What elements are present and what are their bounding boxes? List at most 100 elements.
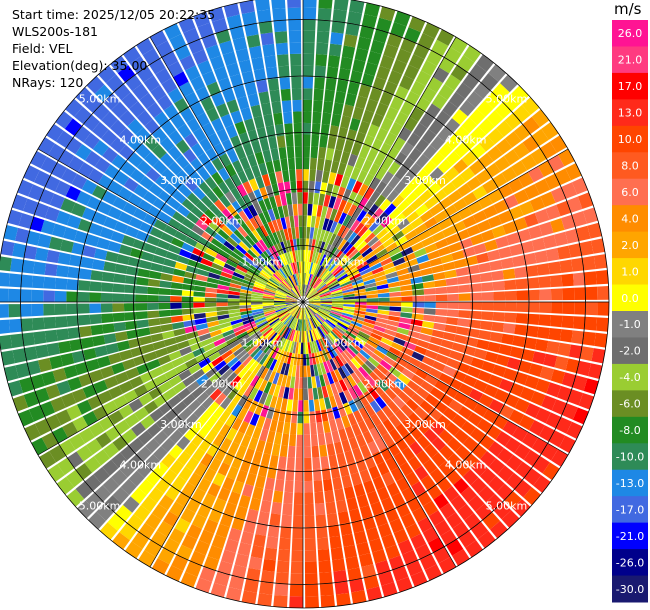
ray-gate (274, 583, 289, 597)
ray-gate (297, 423, 303, 435)
ray-gate (220, 349, 233, 360)
ray-gate (281, 281, 291, 291)
ray-gate (373, 152, 386, 167)
ray-gate (463, 45, 482, 63)
ray-gate (343, 402, 353, 416)
ray-gate (310, 422, 317, 435)
colorbar-tick-label: -10.0 (616, 451, 644, 464)
ray-gate (239, 302, 251, 306)
ray-gate (480, 320, 493, 331)
ray-gate (466, 224, 481, 237)
ray-gate (184, 178, 198, 192)
ray-gate (377, 379, 389, 392)
ray-gate (153, 445, 168, 461)
ray-gate (94, 345, 108, 358)
ray-gate (284, 340, 291, 352)
ray-gate (112, 196, 128, 211)
ray-gate (556, 417, 573, 434)
ray-gate (323, 478, 333, 492)
ray-gate (501, 510, 520, 528)
ray-gate (519, 386, 535, 402)
ray-gate (396, 576, 413, 593)
ray-gate (357, 420, 369, 434)
ray-gate (288, 276, 295, 287)
ray-gate (384, 387, 397, 401)
ray-gate (478, 135, 495, 152)
ray-gate (313, 192, 320, 205)
ray-gate (257, 254, 268, 266)
ray-gate (308, 300, 321, 302)
ray-gate (409, 441, 423, 456)
ray-gate (219, 153, 232, 167)
ray-gate (191, 432, 205, 447)
ray-gate (493, 199, 509, 214)
ray-gate (309, 227, 315, 240)
ray-gate (324, 396, 332, 410)
ray-gate (447, 302, 459, 310)
ray-gate (172, 190, 187, 204)
ray-gate (195, 577, 213, 594)
ray-gate (313, 340, 320, 353)
ray-gate (550, 314, 563, 328)
ray-gate (567, 196, 583, 213)
ray-gate (170, 309, 183, 316)
ray-gate (401, 171, 415, 186)
ray-gate (101, 111, 118, 129)
ray-gate (148, 183, 164, 197)
ray-gate (352, 206, 363, 220)
ray-gate (317, 326, 326, 338)
ray-gate (325, 78, 337, 91)
ray-gate (341, 365, 351, 377)
ray-gate (349, 273, 361, 281)
ray-gate (130, 247, 144, 259)
ray-gate (209, 55, 225, 71)
ray-gate (77, 500, 95, 519)
ray-gate (250, 104, 263, 118)
ray-gate (247, 129, 259, 143)
ray-gate (287, 340, 293, 353)
ray-gate (405, 398, 419, 412)
ray-gate (364, 417, 376, 431)
ray-gate (347, 461, 359, 475)
ray-gate (321, 323, 331, 334)
ray-gate (340, 241, 350, 253)
ray-gate (256, 276, 268, 284)
ray-gate (317, 386, 324, 399)
ray-gate (405, 471, 420, 487)
ray-gate (462, 191, 478, 206)
ray-gate (180, 571, 198, 588)
ray-gate (98, 65, 117, 84)
ray-gate (272, 273, 283, 283)
ray-gate (289, 251, 295, 263)
ray-gate (114, 371, 129, 385)
ray-gate (183, 148, 197, 163)
ray-gate (358, 84, 372, 99)
ray-gate (353, 285, 366, 291)
ray-gate (472, 210, 488, 224)
ray-gate (361, 363, 373, 375)
ray-gate (171, 275, 185, 284)
ray-gate (308, 294, 320, 300)
ray-gate (369, 190, 381, 204)
ray-gate (313, 480, 323, 493)
ray-gate (418, 362, 432, 374)
ray-gate (201, 231, 214, 243)
ray-gate (353, 483, 366, 497)
ray-gate (80, 256, 94, 269)
ray-gate (308, 295, 320, 301)
ray-gate (477, 219, 492, 233)
colorbar-tick-label: -8.0 (619, 424, 640, 437)
ray-gate (285, 277, 294, 288)
ray-gate (303, 169, 309, 181)
ray-gate (258, 20, 273, 34)
ray-gate (306, 273, 311, 286)
ray-gate (209, 388, 222, 401)
ray-gate (41, 371, 56, 386)
ray-gate (312, 316, 321, 327)
ray-gate (266, 314, 278, 321)
ray-gate (394, 262, 408, 271)
ray-gate (410, 80, 426, 97)
ray-gate (523, 449, 541, 467)
ray-gate (446, 512, 463, 529)
ray-gate (282, 503, 293, 516)
